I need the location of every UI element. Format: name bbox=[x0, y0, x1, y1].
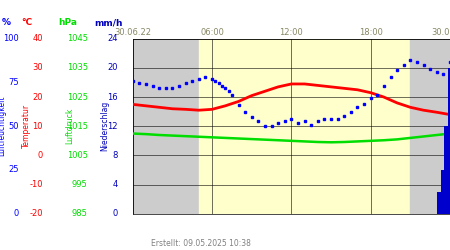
Text: 985: 985 bbox=[72, 209, 88, 218]
Text: 25: 25 bbox=[9, 166, 19, 174]
Text: 0: 0 bbox=[14, 209, 19, 218]
Bar bbox=[410, 39, 450, 214]
Text: 8: 8 bbox=[112, 151, 118, 160]
Text: %: % bbox=[2, 18, 11, 27]
Bar bbox=[437, 192, 442, 214]
Text: 1005: 1005 bbox=[67, 151, 88, 160]
Text: 20: 20 bbox=[108, 64, 118, 72]
Bar bbox=[448, 68, 450, 214]
Text: 16: 16 bbox=[107, 92, 118, 102]
Text: Niederschlag: Niederschlag bbox=[100, 101, 109, 151]
Text: 995: 995 bbox=[72, 180, 88, 189]
Text: 12: 12 bbox=[108, 122, 118, 131]
Text: hPa: hPa bbox=[58, 18, 77, 27]
Text: 1045: 1045 bbox=[67, 34, 88, 43]
Text: Luftdruck: Luftdruck bbox=[65, 108, 74, 144]
Text: -10: -10 bbox=[29, 180, 43, 189]
Text: -20: -20 bbox=[29, 209, 43, 218]
Text: 1025: 1025 bbox=[67, 92, 88, 102]
Text: 50: 50 bbox=[9, 122, 19, 131]
Text: 10: 10 bbox=[32, 122, 43, 131]
Bar bbox=[133, 39, 199, 214]
Text: 75: 75 bbox=[8, 78, 19, 87]
Text: 40: 40 bbox=[32, 34, 43, 43]
Text: mm/h: mm/h bbox=[94, 18, 123, 27]
Text: 0: 0 bbox=[37, 151, 43, 160]
Text: 4: 4 bbox=[112, 180, 118, 189]
Text: 100: 100 bbox=[3, 34, 19, 43]
Bar bbox=[441, 170, 446, 214]
Text: Luftfeuchtigkeit: Luftfeuchtigkeit bbox=[0, 96, 7, 156]
Text: 20: 20 bbox=[32, 92, 43, 102]
Bar bbox=[199, 39, 410, 214]
Text: °C: °C bbox=[22, 18, 33, 27]
Text: 30: 30 bbox=[32, 64, 43, 72]
Text: 24: 24 bbox=[108, 34, 118, 43]
Text: 1035: 1035 bbox=[67, 64, 88, 72]
Text: Temperatur: Temperatur bbox=[22, 104, 31, 148]
Text: 0: 0 bbox=[112, 209, 118, 218]
Text: 1015: 1015 bbox=[67, 122, 88, 131]
Bar bbox=[444, 126, 448, 214]
Text: Erstellt: 09.05.2025 10:38: Erstellt: 09.05.2025 10:38 bbox=[151, 238, 251, 248]
